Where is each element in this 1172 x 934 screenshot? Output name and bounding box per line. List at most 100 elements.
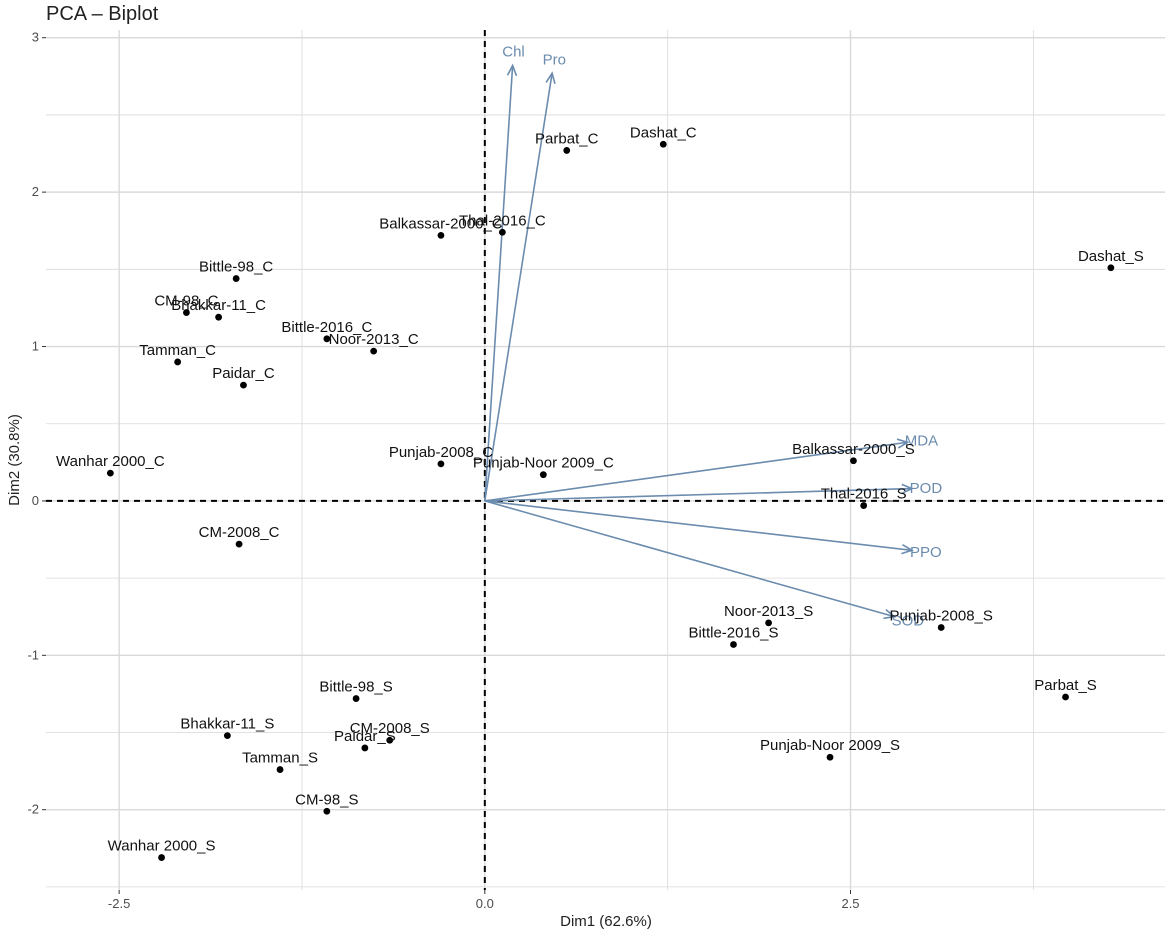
point-dashat-c: Dashat_C bbox=[630, 124, 697, 148]
point-marker bbox=[323, 335, 331, 343]
point-marker bbox=[223, 732, 231, 740]
point-wanhar-2000-s: Wanhar 2000_S bbox=[108, 838, 216, 861]
point-bhakkar-11-s: Bhakkar-11_S bbox=[180, 716, 274, 740]
point-cm-2008-s: CM-2008_S bbox=[350, 720, 430, 744]
point-label: Dashat_C bbox=[630, 124, 697, 141]
point-label: Paidar_C bbox=[212, 365, 275, 382]
point-noor-2013-s: Noor-2013_S bbox=[724, 603, 813, 627]
variable-arrow-pod: POD bbox=[484, 480, 943, 502]
y-tick-label: 2 bbox=[32, 184, 39, 199]
point-marker bbox=[323, 807, 331, 815]
arrow-head bbox=[883, 609, 897, 620]
point-label: Noor-2013_C bbox=[329, 331, 419, 348]
point-marker bbox=[1062, 693, 1069, 701]
point-label: CM-2008_C bbox=[199, 524, 280, 541]
point-cm-2008-c: CM-2008_C bbox=[199, 524, 280, 548]
y-tick-label: 0 bbox=[32, 493, 39, 508]
point-marker bbox=[240, 381, 247, 389]
y-tick-label: -2 bbox=[27, 802, 39, 817]
arrow-head bbox=[901, 483, 914, 495]
point-tamman-s: Tamman_S bbox=[242, 750, 318, 773]
variable-arrow-chl: Chl bbox=[484, 44, 525, 501]
arrow-shaft bbox=[484, 73, 553, 502]
point-marker bbox=[539, 471, 547, 479]
point-thal-2016-c: Thal-2016_C bbox=[459, 212, 546, 236]
point-label: Thal-2016_S bbox=[821, 486, 907, 503]
point-label: Wanhar 2000_C bbox=[56, 453, 165, 470]
arrow-head bbox=[545, 71, 556, 85]
point-label: Punjab-Noor 2009_S bbox=[760, 737, 900, 754]
variable-label: MDA bbox=[905, 432, 938, 449]
point-marker bbox=[106, 469, 114, 477]
point-marker bbox=[174, 358, 182, 366]
point-marker bbox=[386, 736, 394, 744]
y-tick-label: 1 bbox=[32, 339, 39, 354]
point-wanhar-2000-c: Wanhar 2000_C bbox=[56, 453, 165, 477]
y-tick-label: -1 bbox=[27, 647, 39, 662]
variable-arrows: Chl Pro MDA POD PPO SOD bbox=[484, 44, 943, 630]
chart-title: PCA – Biplot bbox=[46, 3, 159, 25]
point-bhakkar-11-c: Bhakkar-11_C bbox=[171, 297, 266, 321]
point-label: Punjab-2008_S bbox=[889, 608, 992, 625]
point-marker bbox=[498, 228, 506, 236]
point-label: Parbat_S bbox=[1034, 677, 1097, 694]
point-bittle-2016-s: Bittle-2016_S bbox=[688, 625, 779, 648]
point-dashat-s: Dashat_S bbox=[1078, 248, 1144, 272]
point-parbat-c: Parbat_C bbox=[535, 130, 599, 154]
point-label: Paidar_S bbox=[334, 728, 396, 745]
point-cm-98-s: CM-98_S bbox=[295, 791, 359, 815]
point-label: Tamman_S bbox=[242, 750, 318, 767]
arrow-shaft bbox=[484, 65, 514, 501]
point-balkassar-2000-s: Balkassar-2000_S bbox=[792, 441, 915, 465]
point-balkassar-2000-c: Balkassar-2000_C bbox=[379, 215, 503, 239]
point-label: Bittle-2016_C bbox=[281, 319, 372, 336]
point-label: Bittle-98_C bbox=[199, 259, 273, 276]
point-label: Bittle-98_S bbox=[319, 679, 392, 696]
x-tick-label: -2.5 bbox=[108, 896, 130, 911]
point-marker bbox=[215, 313, 223, 321]
point-marker bbox=[437, 231, 445, 239]
point-marker bbox=[183, 309, 190, 316]
arrow-shaft bbox=[484, 500, 913, 552]
point-thal-2016-s: Thal-2016_S bbox=[821, 486, 907, 509]
arrow-head bbox=[901, 544, 914, 555]
point-parbat-s: Parbat_S bbox=[1034, 677, 1097, 701]
arrow-head bbox=[506, 63, 518, 77]
point-label: Bittle-2016_S bbox=[688, 625, 778, 642]
point-bittle-98-s: Bittle-98_S bbox=[319, 679, 393, 702]
point-label: Bhakkar-11_S bbox=[180, 716, 274, 733]
point-marker bbox=[232, 275, 240, 282]
x-axis-ticks: -2.5 0.0 2.5 bbox=[108, 890, 860, 911]
point-marker bbox=[370, 347, 378, 355]
point-bittle-98-c: Bittle-98_C bbox=[199, 259, 273, 282]
point-label: Parbat_C bbox=[535, 130, 599, 147]
point-label: Wanhar 2000_S bbox=[108, 838, 216, 855]
variable-label: SOD bbox=[892, 613, 925, 630]
point-cm-98-c: CM-98_C bbox=[154, 293, 219, 316]
point-label: Punjab-2008_C bbox=[389, 444, 493, 461]
point-label: Thal-2016_C bbox=[459, 212, 546, 229]
variable-label: Chl bbox=[502, 44, 525, 61]
point-label: Noor-2013_S bbox=[724, 603, 813, 620]
individual-points: Parbat_C Dashat_CBalkassar-2000_CThal-201… bbox=[56, 124, 1144, 861]
point-punjab-noor-2009-c: Punjab-Noor 2009_C bbox=[473, 455, 614, 479]
variable-arrow-pro: Pro bbox=[484, 51, 566, 502]
point-tamman-c: Tamman_C bbox=[139, 342, 216, 366]
point-label: CM-98_C bbox=[154, 293, 218, 310]
y-axis-label: Dim2 (30.8%) bbox=[6, 414, 23, 506]
arrow-shaft bbox=[484, 487, 912, 502]
grid-minor bbox=[46, 30, 1165, 890]
arrow-head bbox=[896, 438, 910, 449]
variable-arrow-ppo: PPO bbox=[484, 500, 942, 561]
point-marker bbox=[563, 147, 571, 154]
point-label: Balkassar-2000_C bbox=[379, 215, 503, 232]
point-label: Balkassar-2000_S bbox=[792, 441, 915, 458]
point-marker bbox=[437, 460, 445, 468]
variable-arrow-mda: MDA bbox=[484, 432, 938, 502]
y-tick-label: 3 bbox=[32, 30, 39, 45]
variable-label: POD bbox=[910, 480, 943, 497]
point-punjab-2008-c: Punjab-2008_C bbox=[389, 444, 493, 468]
point-paidar-c: Paidar_C bbox=[212, 365, 275, 389]
point-marker bbox=[850, 457, 857, 465]
